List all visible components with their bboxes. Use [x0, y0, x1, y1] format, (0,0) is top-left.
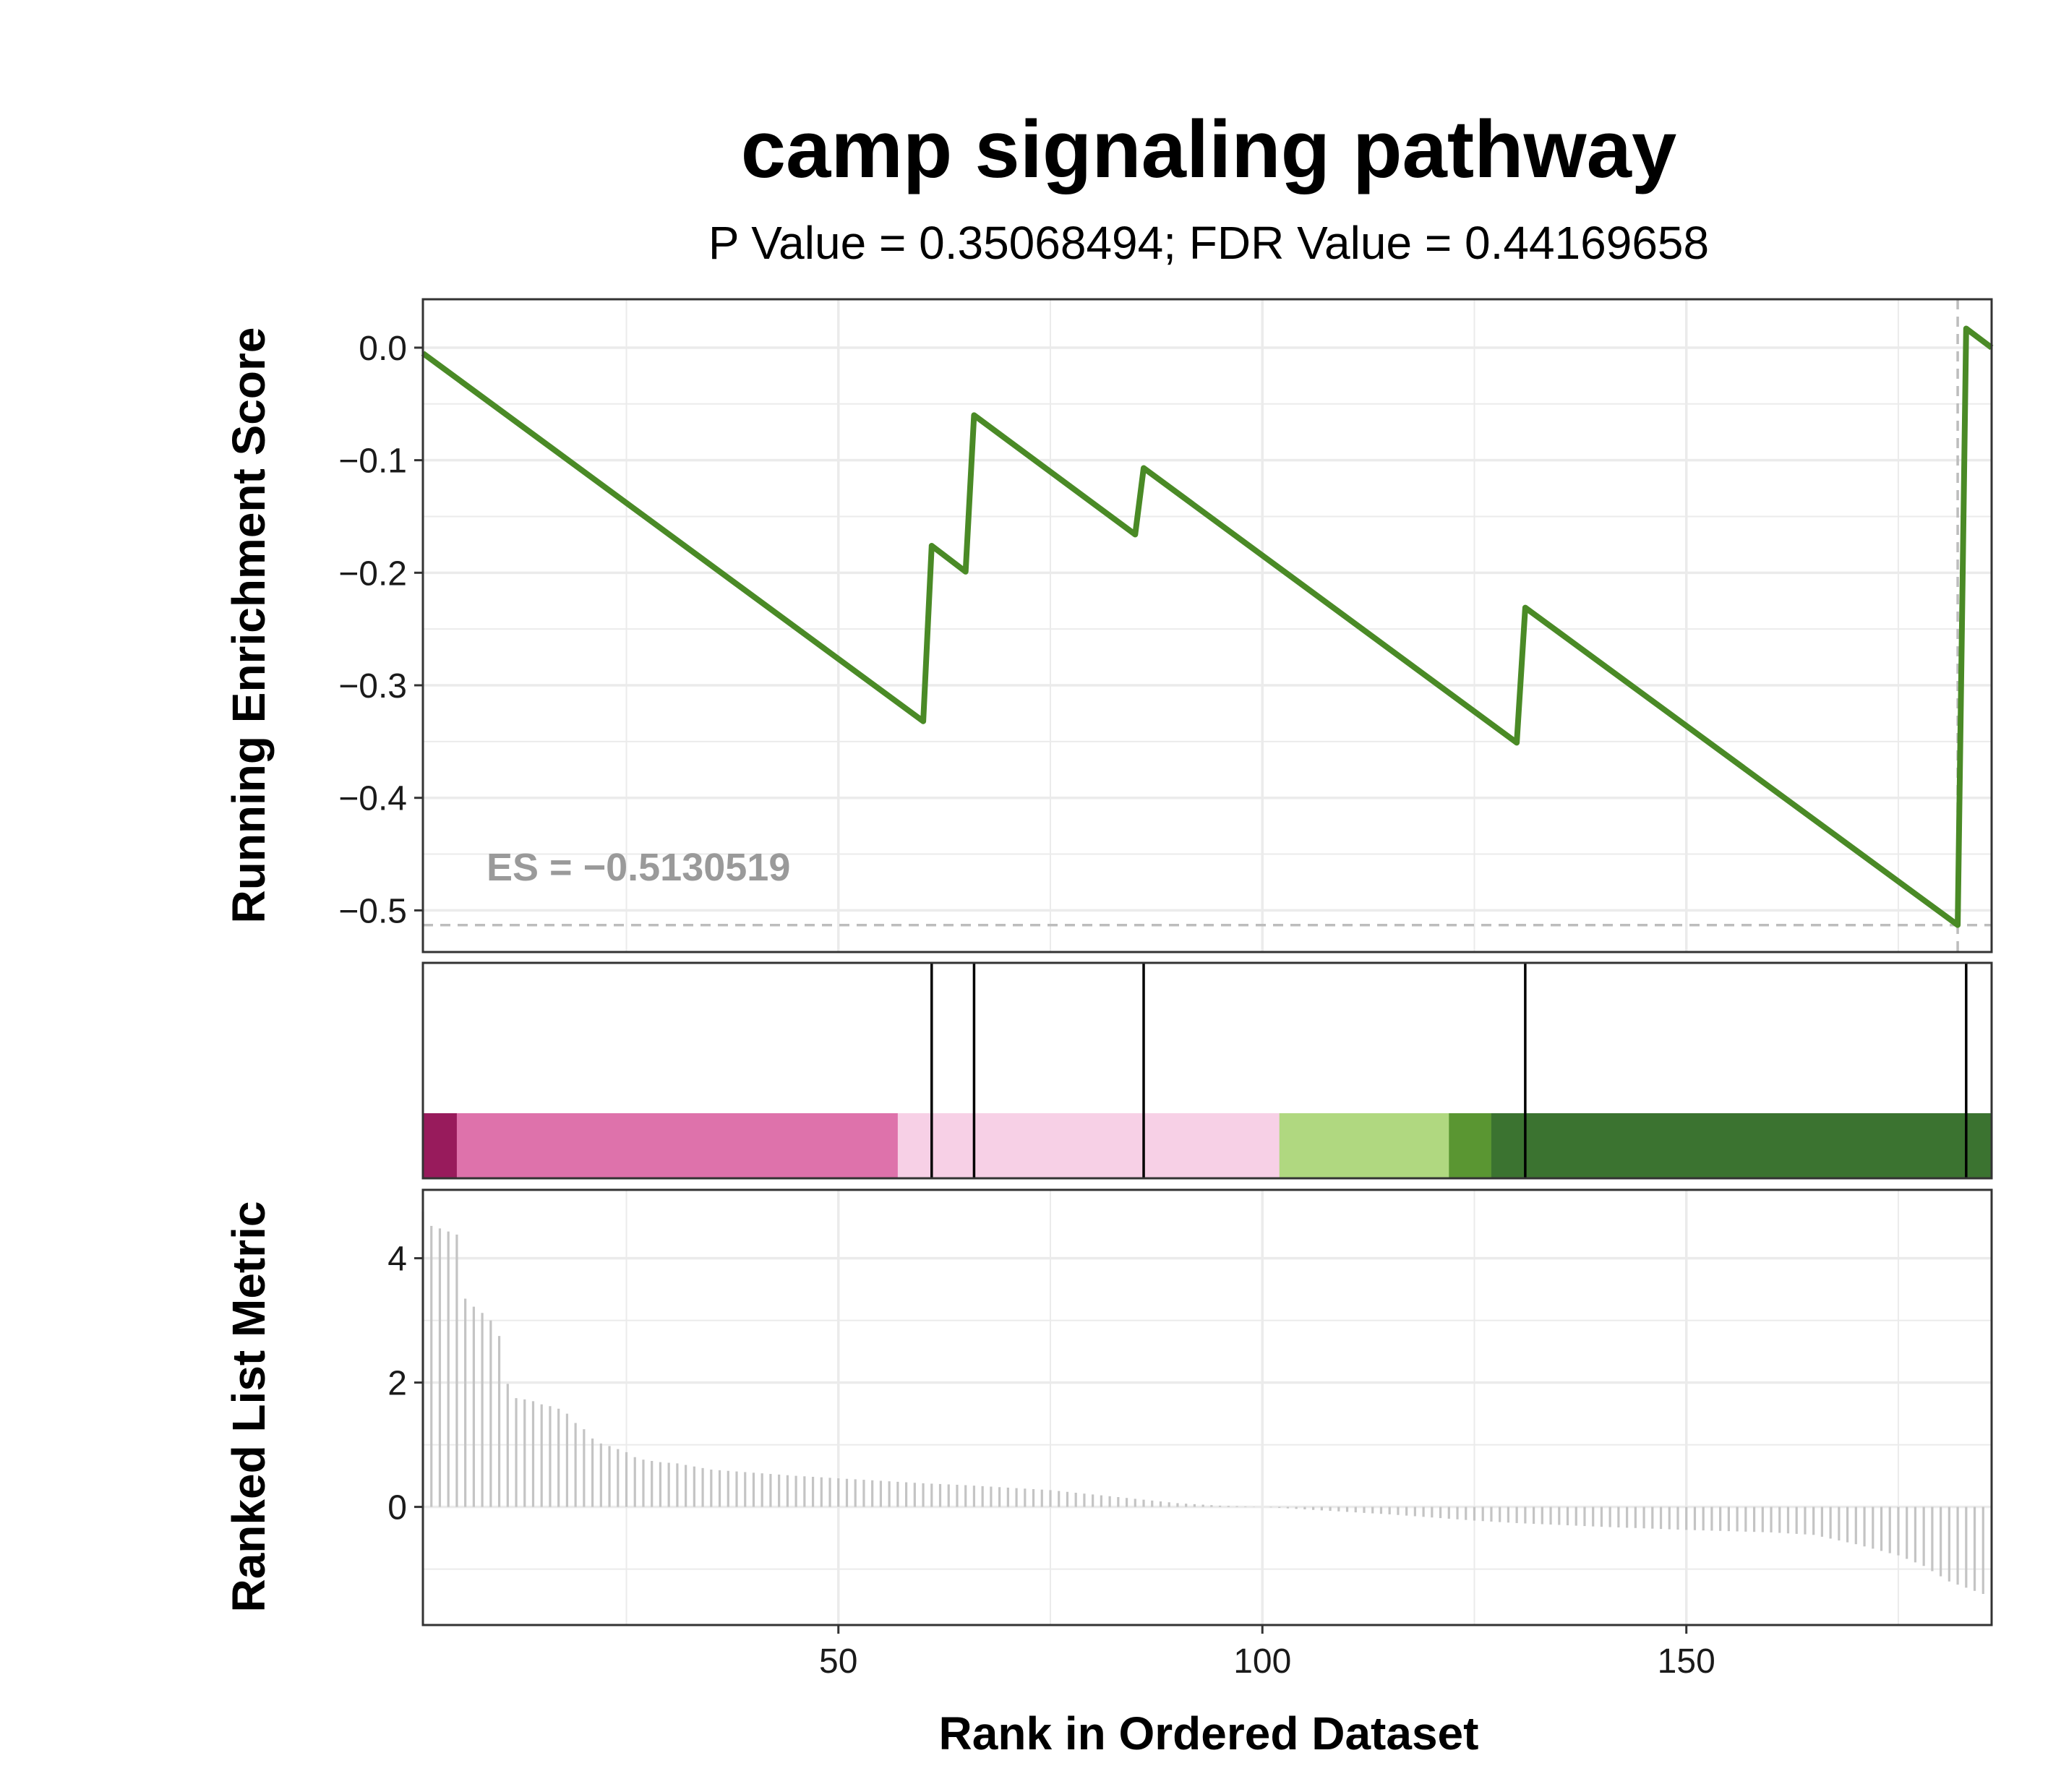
running-es-grid — [423, 299, 1992, 952]
y-tick-label: 0 — [387, 1489, 407, 1527]
x-tick-label: 50 — [819, 1642, 857, 1681]
ranked-metric-y-axis: 0 2 4 — [387, 1240, 423, 1527]
rank-color-band — [897, 1113, 1280, 1178]
y-tick-label: 2 — [387, 1365, 407, 1403]
ranked-metric-grid — [423, 1190, 1992, 1625]
x-tick-label: 100 — [1233, 1642, 1291, 1681]
ranked-metric-y-axis-label: Ranked List Metric — [223, 1201, 275, 1612]
rank-color-band — [423, 1113, 458, 1178]
running-es-panel: ES = −0.5130519 0.0 −0.1 −0.2 −0.3 −0.4 −0.5 — [338, 298, 1994, 953]
running-es-panel-border — [421, 298, 1993, 953]
running-es-line — [421, 325, 1994, 928]
y-tick-label: −0.5 — [338, 892, 407, 930]
ranked-metric-bars — [421, 1212, 1984, 1594]
y-tick-label: −0.2 — [338, 554, 407, 593]
rank-color-band — [456, 1113, 899, 1178]
y-tick-label: −0.3 — [338, 667, 407, 706]
gene-hits-panel — [421, 961, 1993, 1180]
y-tick-label: 4 — [387, 1240, 407, 1279]
rank-color-bar — [423, 1113, 1992, 1178]
running-es-y-axis-label: Running Enrichment Score — [223, 327, 275, 924]
ranked-metric-panel-background — [423, 1190, 1992, 1625]
y-tick-label: 0.0 — [359, 330, 407, 368]
rank-x-axis: 50 100 150 — [819, 1625, 1715, 1681]
chart-title: camp signaling pathway — [741, 104, 1677, 194]
x-axis-label: Rank in Ordered Dataset — [939, 1707, 1479, 1759]
rank-color-band — [1279, 1113, 1449, 1178]
rank-color-band — [1491, 1113, 1992, 1178]
x-tick-label: 150 — [1658, 1642, 1715, 1681]
chart-subtitle: P Value = 0.35068494; FDR Value = 0.4416… — [708, 217, 1709, 269]
rank-color-band — [1449, 1113, 1492, 1178]
running-es-y-axis: 0.0 −0.1 −0.2 −0.3 −0.4 −0.5 — [338, 330, 423, 930]
gene-hits-panel-border — [421, 961, 1993, 1180]
running-es-panel-background — [423, 299, 1992, 952]
ranked-metric-panel-border — [421, 1188, 1993, 1626]
y-tick-label: −0.4 — [338, 780, 407, 818]
ranked-metric-panel: 0 2 4 50 100 150 — [387, 1188, 1993, 1681]
gene-hit-markers — [930, 963, 1968, 1178]
y-tick-label: −0.1 — [338, 442, 407, 481]
es-value-annotation: ES = −0.5130519 — [487, 846, 790, 889]
